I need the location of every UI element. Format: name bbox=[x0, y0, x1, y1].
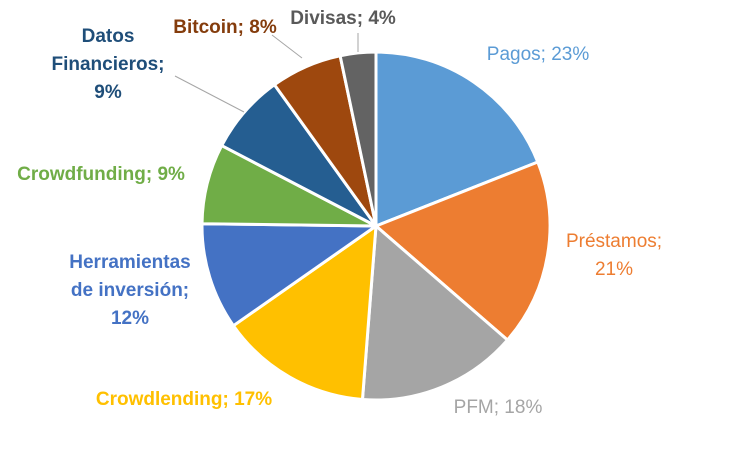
pie-slice-pr-stamos bbox=[374, 160, 552, 342]
data-label-datos-financieros: Datos Financieros; 9% bbox=[52, 26, 165, 103]
pie-slice-crowdlending bbox=[231, 224, 378, 401]
data-label-pagos: Pagos; 23% bbox=[487, 44, 590, 65]
data-label-crowdlending: Crowdlending; 17% bbox=[96, 389, 272, 410]
data-label-crowdfunding: Crowdfunding; 9% bbox=[17, 164, 185, 185]
data-label-bitcoin: Bitcoin; 8% bbox=[173, 17, 277, 38]
data-label-pfm: PFM; 18% bbox=[454, 397, 543, 418]
pie-slice-divisas bbox=[338, 50, 378, 228]
data-label-pr-stamos: Préstamos; 21% bbox=[566, 231, 662, 280]
leader-line bbox=[271, 34, 303, 59]
data-label-herramientas-de-inversi-n: Herramientas de inversión; 12% bbox=[69, 252, 190, 329]
pie-slice-herramientas-de-inversi-n bbox=[200, 222, 378, 328]
pie-slice-pagos bbox=[374, 50, 540, 228]
pie-slices bbox=[200, 50, 552, 402]
leader-line bbox=[174, 75, 245, 113]
pie-slice-pfm bbox=[360, 224, 509, 402]
data-label-divisas: Divisas; 4% bbox=[290, 8, 396, 29]
